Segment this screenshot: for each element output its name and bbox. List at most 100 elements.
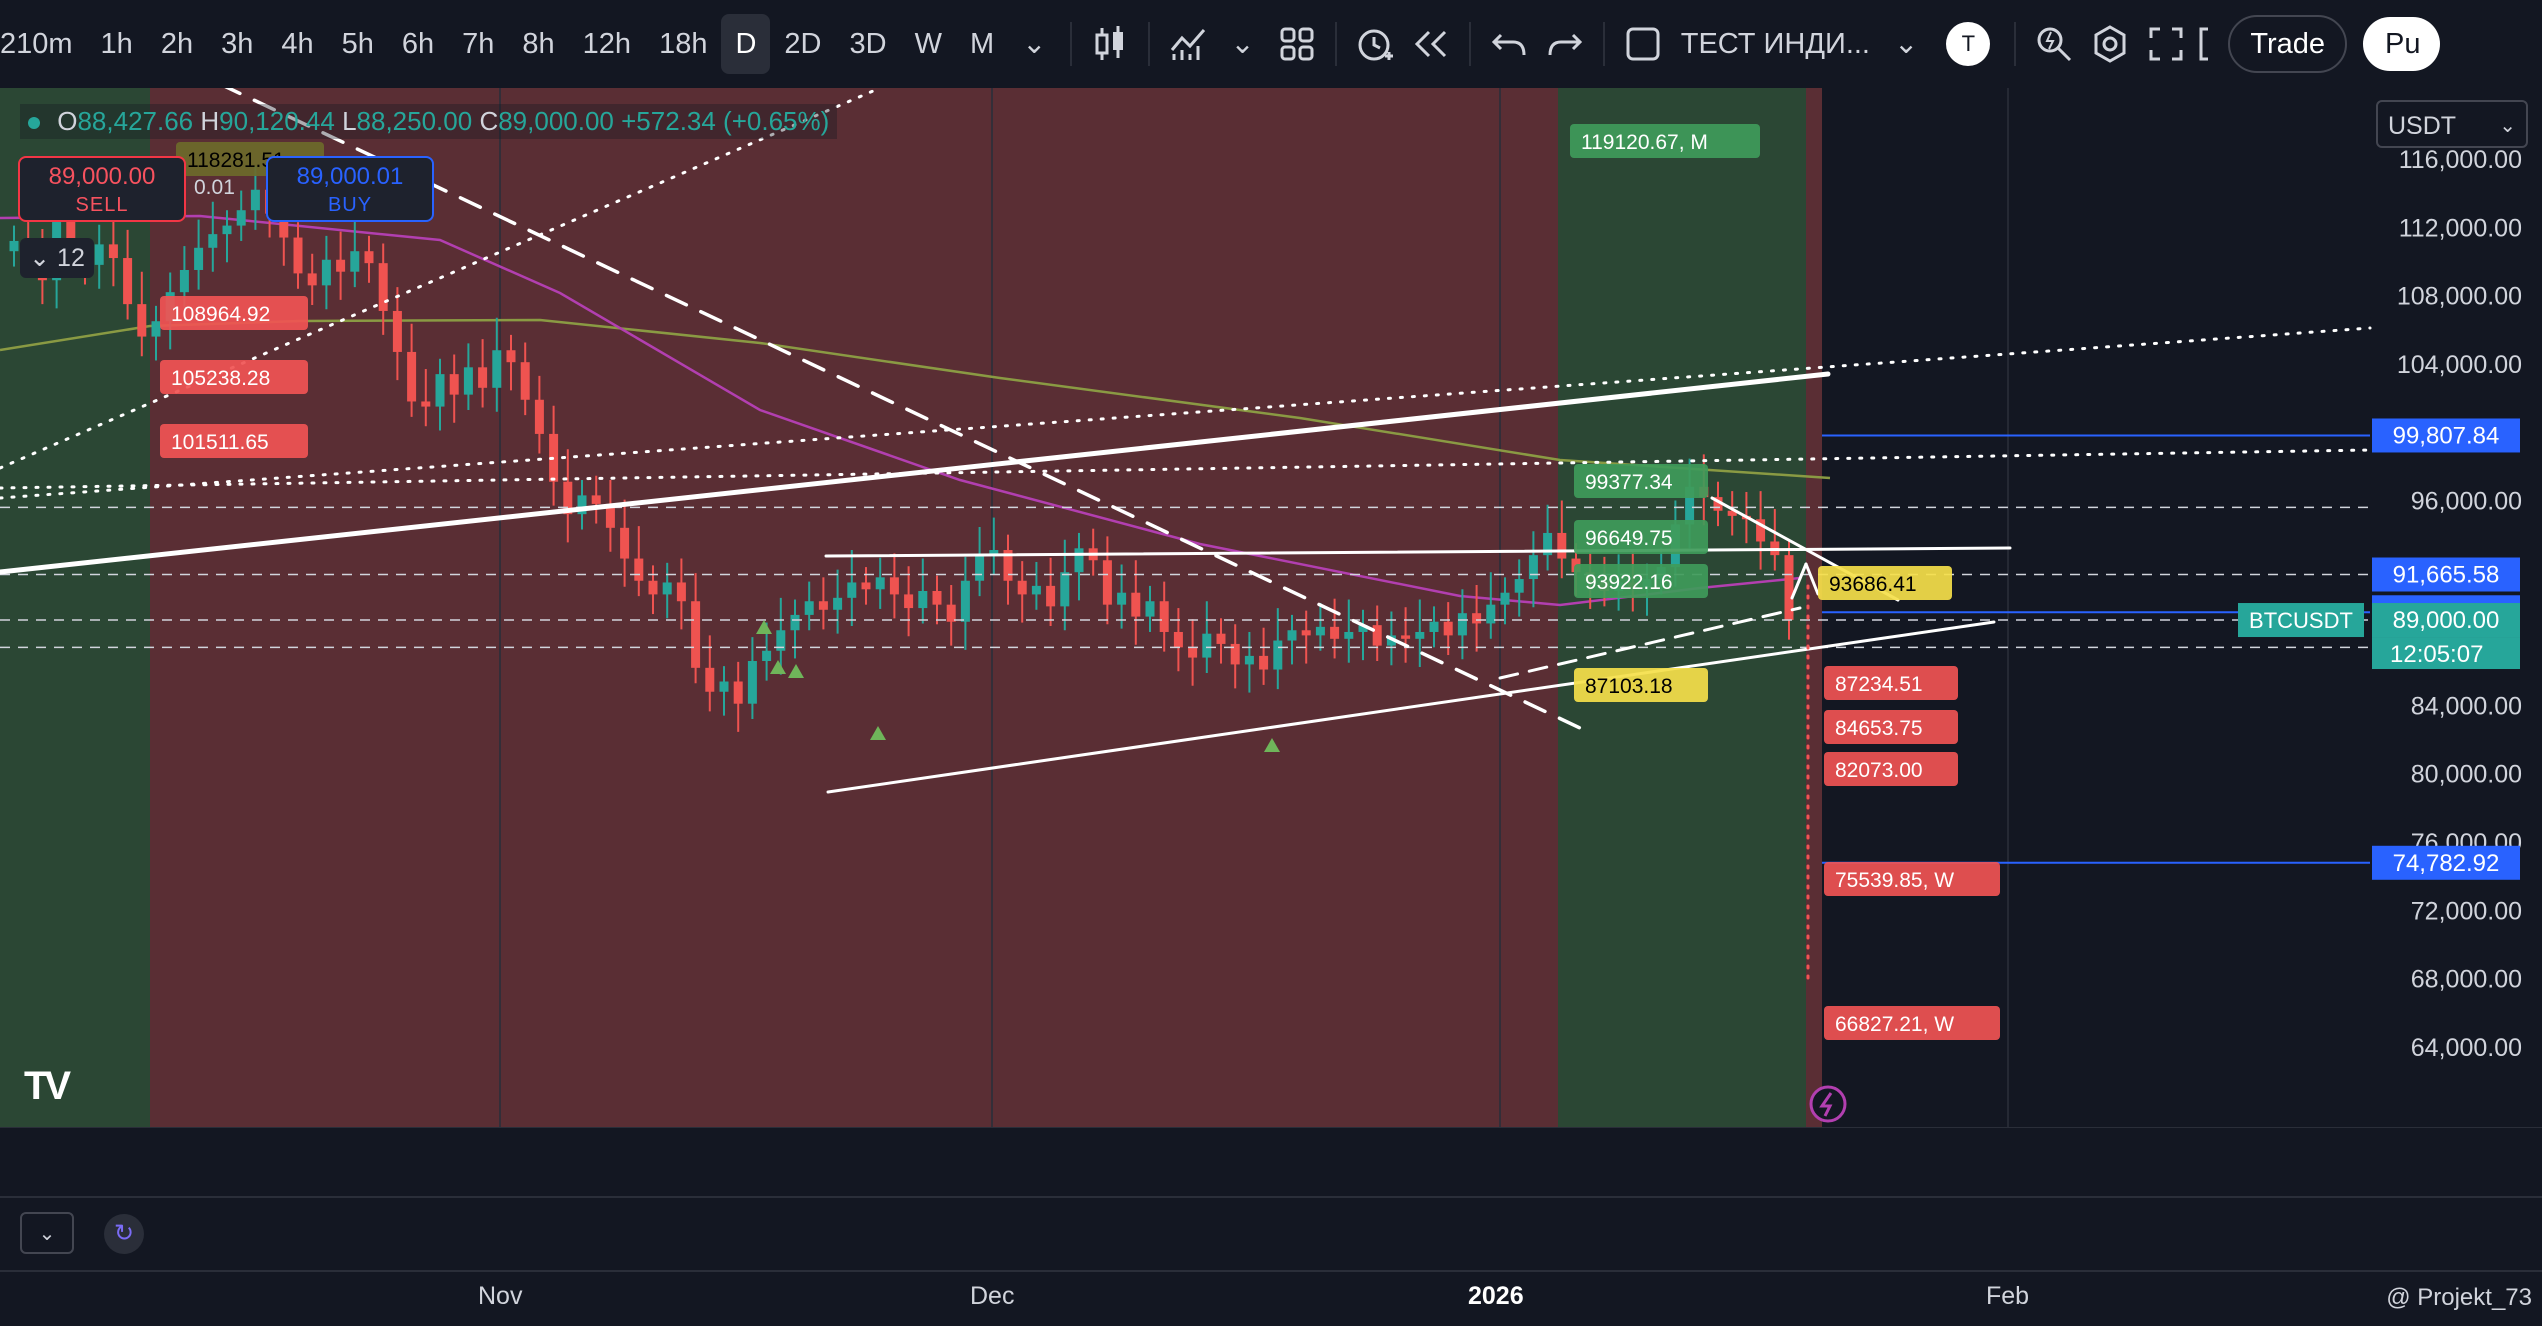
candle-body <box>1074 548 1084 573</box>
time-axis[interactable]: Nov Dec 2026 Feb @ Projekt_73 <box>0 1270 2542 1326</box>
candle-body <box>847 582 857 598</box>
sync-icon[interactable]: ↻ <box>104 1214 144 1254</box>
chevron-down-icon: ⌄ <box>38 1223 56 1245</box>
candle-body <box>463 367 473 395</box>
indicators-icon[interactable] <box>1160 14 1216 74</box>
timeframe-4h[interactable]: 4h <box>281 28 314 60</box>
timeframe-7h[interactable]: 7h <box>462 28 495 60</box>
timeframe-m[interactable]: M <box>969 28 995 60</box>
timeframe-3d[interactable]: 3D <box>849 28 887 60</box>
avatar[interactable]: T <box>1946 22 1991 66</box>
chart-canvas[interactable]: 116,000.00 112,000.00 108,000.00 104,000.00… <box>0 88 2542 1128</box>
layout-square-icon[interactable] <box>1615 14 1671 74</box>
ohlc-change: +572.34 (+0.65%) <box>621 106 830 136</box>
order-quantity[interactable]: 0.01 <box>194 176 235 199</box>
timeframe-2h[interactable]: 2h <box>160 28 194 60</box>
candle-body <box>1273 640 1283 670</box>
y-axis-tick-label: 104,000.00 <box>2397 351 2522 379</box>
price-chart[interactable]: 116,000.00 112,000.00 108,000.00 104,000.00… <box>0 88 2542 1128</box>
level-label-box <box>1818 566 1952 600</box>
timeframe-6h[interactable]: 6h <box>401 28 435 60</box>
buy-button[interactable]: 89,000.01 BUY <box>266 156 434 222</box>
level-label-box <box>1824 666 1958 700</box>
time-label-feb: Feb <box>1986 1282 2030 1310</box>
alert-clock-icon[interactable] <box>1347 14 1403 74</box>
candle-body <box>875 577 885 590</box>
candles-icon[interactable] <box>1082 14 1138 74</box>
level-label-box <box>160 424 308 458</box>
level-label-box <box>1824 710 1958 744</box>
fullscreen-icon[interactable] <box>2138 14 2194 74</box>
chevron-down-icon: ⌄ <box>2499 115 2516 137</box>
timeframe-2d[interactable]: 2D <box>784 28 822 60</box>
candle-body <box>1756 519 1766 542</box>
level-label-text: 87103.18 <box>1585 675 1673 698</box>
timeframe-3h[interactable]: 3h <box>221 28 254 60</box>
level-label-text: 101511.65 <box>171 431 269 454</box>
level-label-box <box>1574 520 1708 554</box>
quick-search-icon[interactable] <box>2026 14 2082 74</box>
toolbar-divider <box>1468 22 1471 66</box>
candle-body <box>620 527 630 559</box>
undo-icon[interactable] <box>1481 14 1537 74</box>
candle-body <box>1202 633 1212 658</box>
timeframe-1h[interactable]: 1h <box>100 28 133 60</box>
indicators-chevron-icon[interactable]: ⌄ <box>1230 28 1255 60</box>
y-axis-tick-label: 80,000.00 <box>2411 761 2522 789</box>
candle-body <box>634 558 644 581</box>
candle-body <box>1727 510 1737 516</box>
timeframe-18h[interactable]: 18h <box>659 28 708 60</box>
candle-body <box>1372 625 1382 646</box>
bull-zone <box>1558 88 1806 1128</box>
timeframe-5h[interactable]: 5h <box>341 28 374 60</box>
publish-button[interactable]: Pu <box>2363 17 2441 71</box>
candle-body <box>492 350 502 388</box>
snapshot-icon[interactable] <box>2194 14 2214 74</box>
replay-rewind-icon[interactable] <box>1403 14 1459 74</box>
candle-body <box>222 225 232 235</box>
level-label-text: 118281.51 <box>187 149 285 172</box>
sell-button[interactable]: 89,000.00 SELL <box>18 156 186 222</box>
currency-select[interactable]: USDT ⌄ <box>2376 100 2528 148</box>
candle-body <box>1401 635 1411 639</box>
timeframe-list: 210m 1h 2h 3h 4h 5h 6h 7h 8h 12h 18h D 2D 3D W M <box>0 14 1008 74</box>
level-label-text: 119120.67, M <box>1581 131 1708 154</box>
candle-body <box>747 661 757 704</box>
settings-gear-icon[interactable] <box>2082 14 2138 74</box>
timeframe-dropdown-chevron-icon[interactable]: ⌄ <box>1022 28 1047 60</box>
level-label-text: 108964.92 <box>171 303 270 326</box>
timeframe-12h[interactable]: 12h <box>582 28 632 60</box>
candle-body <box>790 614 800 631</box>
candle-body <box>1557 532 1567 559</box>
timeframe-d[interactable]: D <box>721 14 771 74</box>
redo-icon[interactable] <box>1537 14 1593 74</box>
level-label-text: 96649.75 <box>1585 527 1673 550</box>
candle-body <box>1145 601 1155 617</box>
candle-body <box>932 590 942 605</box>
layouts-grid-icon[interactable] <box>1269 14 1325 74</box>
symbol-tag-text: BTCUSDT <box>2249 608 2353 633</box>
time-label-dec: Dec <box>970 1282 1015 1310</box>
candle-body <box>705 667 715 692</box>
trade-button[interactable]: Trade <box>2228 15 2347 73</box>
y-axis-tick-label: 108,000.00 <box>2397 283 2522 311</box>
top-toolbar: 210m 1h 2h 3h 4h 5h 6h 7h 8h 12h 18h D 2D 3D W M ⌄ ⌄ ТЕ… <box>0 0 2542 90</box>
level-label-text: 93922.16 <box>1585 571 1673 594</box>
candle-body <box>1685 486 1695 525</box>
layout-chevron-icon[interactable]: ⌄ <box>1894 28 1919 60</box>
timeframe-8h[interactable]: 8h <box>522 28 555 60</box>
level-label-box <box>1824 862 2000 896</box>
candle-body <box>506 350 516 363</box>
layout-name[interactable]: ТЕСТ ИНДИ... <box>1680 27 1870 60</box>
candle-body <box>1528 555 1538 580</box>
flash-icon-bolt <box>1819 1092 1833 1117</box>
timeframe-w[interactable]: W <box>914 28 942 60</box>
candle-body <box>1159 601 1169 632</box>
level-label-text: 87234.51 <box>1835 673 1923 696</box>
indicators-collapse-button[interactable]: ⌄ 12 <box>20 238 94 278</box>
flash-icon[interactable] <box>1809 1085 1847 1123</box>
bottom-pane-toggle[interactable]: ⌄ <box>20 1212 74 1254</box>
timeframe-210m[interactable]: 210m <box>0 28 73 60</box>
time-label-nov: Nov <box>478 1282 523 1310</box>
candle-body <box>1230 643 1240 665</box>
